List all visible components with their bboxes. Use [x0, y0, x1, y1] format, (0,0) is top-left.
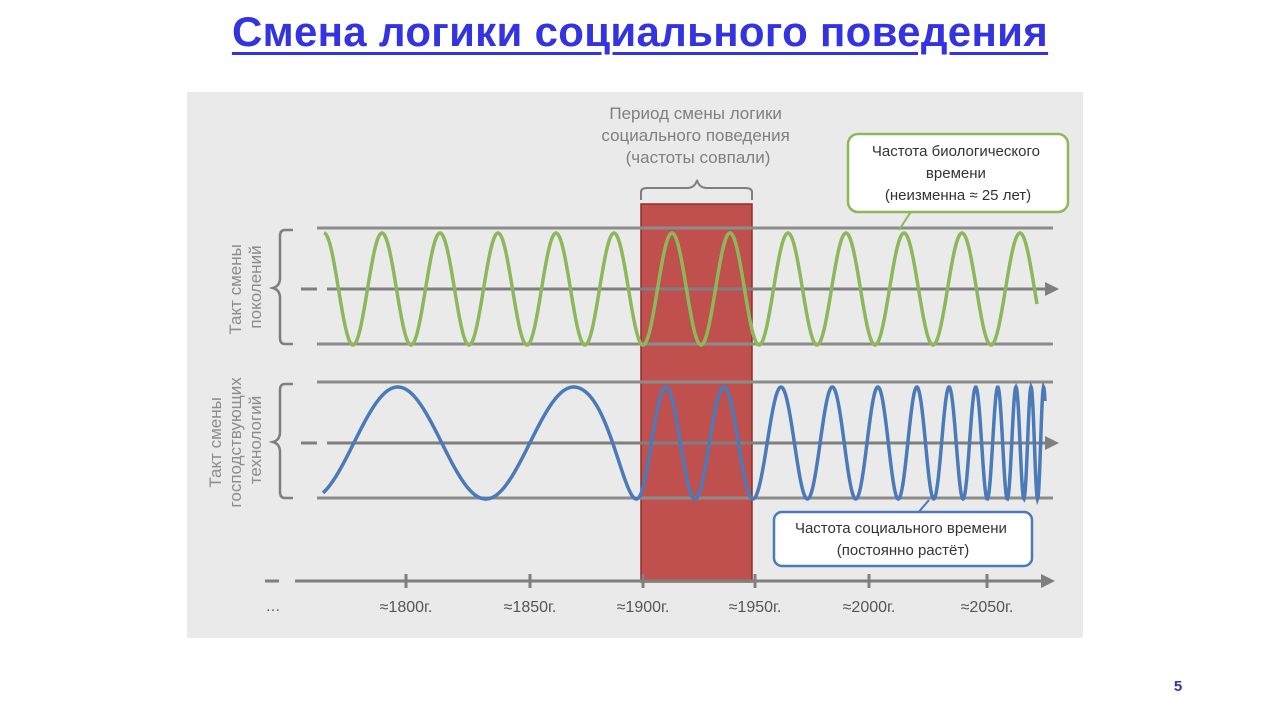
timeline-tick-label: ≈1850г. [504, 599, 557, 616]
bio-callout-pointer [898, 209, 913, 231]
timeline-tick-label: ≈2000г. [843, 599, 896, 616]
timeline-tick-label: ≈1900г. [617, 599, 670, 616]
bio-callout-text: Частота биологического времени (неизменн… [872, 143, 1044, 204]
diagram-canvas: Период смены логики социального поведени… [206, 104, 1070, 616]
timeline-tick-label: ≈1950г. [729, 599, 782, 616]
period-brace [640, 179, 753, 200]
bio-callout-box [846, 132, 1070, 214]
biological-time-wave [323, 231, 1039, 347]
timeline-tick-label: ≈1800г. [380, 599, 433, 616]
period-label: Период смены логики социального поведени… [601, 104, 794, 167]
social-time-wave [321, 381, 1047, 506]
coincidence-period-highlight [640, 203, 753, 583]
timeline-start-label: … [266, 598, 281, 615]
social-callout-box [772, 510, 1034, 568]
page-number: 5 [1173, 678, 1183, 695]
row2-axis-arrowhead [1045, 436, 1059, 450]
social-callout-text: Частота социального времени (постоянно р… [795, 520, 1011, 559]
row2-label: Такт смены господствующих технологий [206, 373, 265, 508]
row1-axis-arrowhead [1045, 282, 1059, 296]
timeline-ticks: ≈1800г. ≈1850г. ≈1900г. ≈1950г. ≈2000г. ≈2050… [380, 574, 1014, 616]
timeline-arrowhead [1041, 574, 1055, 588]
row1-brace [268, 228, 293, 346]
row2-brace [268, 382, 293, 500]
time-frequency-diagram: Период смены логики социального поведени… [187, 92, 1083, 638]
slide-title: Смена логики социального поведения [231, 8, 1049, 55]
timeline-tick-label: ≈2050г. [961, 599, 1014, 616]
row1-label: Такт смены поколений [226, 239, 265, 334]
